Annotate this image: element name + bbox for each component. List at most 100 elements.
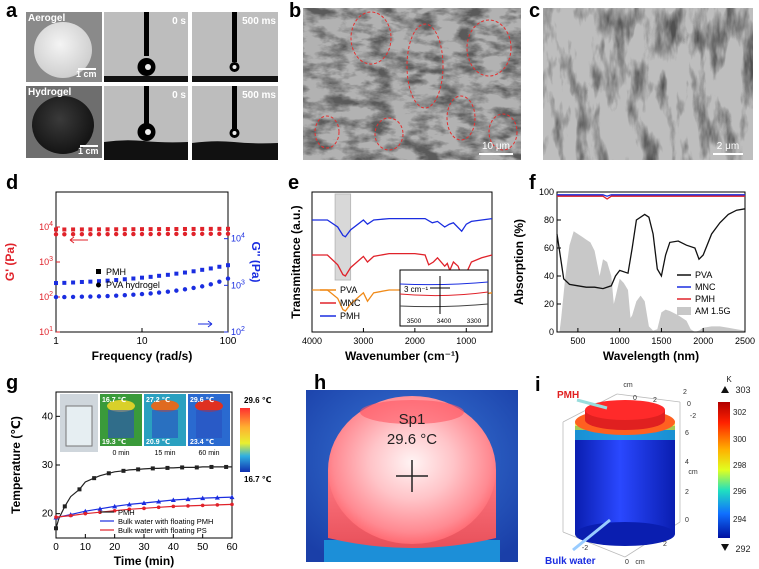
data-point: [165, 227, 170, 232]
aerogel-surface-500ms: [192, 76, 278, 82]
x-tick-label: 40: [168, 542, 180, 553]
inset-temp-top: 27.2 ℃: [146, 396, 170, 404]
data-point: [112, 503, 118, 509]
axis-tick-vertical: 2: [685, 489, 689, 496]
y-tick-label: 30: [42, 460, 54, 471]
data-point: [79, 227, 84, 232]
axis-unit-bottom: cm: [635, 559, 645, 566]
hydrogel-surface-0s: [104, 140, 188, 160]
x-tick-label: 30: [138, 542, 150, 553]
scale-label-c: 2 μm: [717, 141, 739, 152]
legend-label: PMH: [695, 294, 715, 304]
legend-label: Bulk water with floating PMH: [118, 517, 213, 526]
plot-frame: [55, 191, 229, 333]
water-cylinder: [575, 426, 675, 534]
sem-image-c: 2 μm: [543, 8, 753, 160]
panel-label-a: a: [6, 0, 18, 22]
scale-bar-hydrogel: [80, 145, 98, 147]
series-1: [53, 231, 231, 237]
data-point: [62, 232, 67, 237]
axis-tick-bottom: 0: [625, 559, 629, 566]
data-point: [174, 231, 179, 237]
series-line-pmh: [557, 195, 745, 200]
data-point: [165, 231, 171, 237]
data-point: [88, 294, 93, 299]
data-point: [53, 232, 59, 237]
pore-outline: [350, 11, 392, 65]
scale-bar-aerogel: [78, 68, 96, 70]
data-point: [200, 226, 205, 231]
x-tick-label: 2000: [693, 336, 713, 346]
data-point: [170, 497, 176, 503]
pore-outline: [374, 117, 404, 151]
time-label-bottom-1: 500 ms: [242, 90, 276, 101]
data-point: [194, 465, 199, 470]
panel-label-h: h: [314, 372, 327, 394]
data-point: [54, 281, 58, 286]
data-point: [208, 231, 214, 237]
legend-label: PVA: [695, 270, 712, 280]
legend-label: MNC: [695, 282, 716, 292]
y-right-tick-label: 103: [231, 279, 245, 290]
data-point: [148, 274, 153, 279]
data-point: [182, 226, 187, 231]
y-axis-label: Temperature (℃): [9, 416, 23, 514]
data-point: [182, 231, 188, 237]
axis-unit-vertical: cm: [688, 469, 698, 476]
data-point: [182, 287, 188, 292]
axis-tick-right: 0: [687, 401, 691, 408]
needle-icon: [232, 86, 237, 130]
legend-label: AM 1.5G: [695, 306, 731, 316]
data-point: [83, 511, 88, 516]
data-point: [121, 468, 126, 473]
data-point: [217, 226, 222, 231]
data-point: [165, 289, 171, 294]
x-tick-label: 2000: [405, 336, 425, 346]
inset-frame: [399, 269, 489, 327]
x-tick-label: 10: [136, 336, 148, 347]
data-point: [174, 271, 179, 276]
data-point: [79, 294, 85, 299]
inset-tick-label: 3500: [407, 318, 422, 325]
data-point: [68, 513, 73, 518]
spot-label: Sp1: [399, 411, 426, 428]
base-region: [324, 540, 500, 562]
legend-marker: [96, 282, 101, 288]
axis-tick-top: 0: [633, 395, 637, 402]
data-point: [171, 504, 176, 509]
inset-colorbar-min: 16.7 ℃: [244, 475, 272, 484]
series-line-mnc: [557, 194, 745, 197]
inset-temp-top: 16.7 ℃: [102, 396, 126, 404]
data-point: [136, 467, 141, 472]
data-point: [226, 263, 230, 268]
data-point: [139, 231, 145, 237]
inset-time-label: 15 min: [154, 450, 175, 457]
x-tick-label: 10: [80, 542, 92, 553]
pore-outline: [466, 19, 512, 77]
data-point: [131, 292, 136, 297]
data-point: [156, 505, 161, 510]
data-point: [96, 231, 102, 237]
ir-thermal-image: Sp1 29.6 °C: [306, 390, 518, 562]
panel-label-f: f: [529, 172, 536, 194]
inset-tick-label: 3300: [467, 318, 482, 325]
data-point: [148, 231, 153, 237]
data-point: [208, 282, 214, 287]
axis-tick-bottom: 2: [663, 541, 667, 548]
data-point: [208, 226, 213, 231]
data-point: [122, 292, 128, 298]
data-point: [54, 515, 58, 519]
data-point: [217, 264, 222, 269]
scale-label-aerogel: 1 cm: [76, 69, 97, 79]
panel-g: g 0 10 20 30 40 50 60 20 30 40 PMH Bulk water with …: [0, 372, 300, 569]
inset-tick-label: 3400: [437, 318, 452, 325]
data-point: [209, 464, 214, 469]
data-point: [208, 266, 213, 271]
data-point: [53, 294, 59, 300]
right-arrow-icon: [198, 320, 213, 328]
x-tick-label: 0: [53, 542, 59, 553]
data-point: [131, 231, 136, 237]
data-point: [79, 232, 85, 237]
simulation-3d: PMH Bulk water cm 0 2 2 0 -2 6 4 cm 2 0 …: [545, 375, 751, 567]
contact-angle-frames: 0 s 500 ms 0 s 500 ms: [104, 12, 278, 160]
